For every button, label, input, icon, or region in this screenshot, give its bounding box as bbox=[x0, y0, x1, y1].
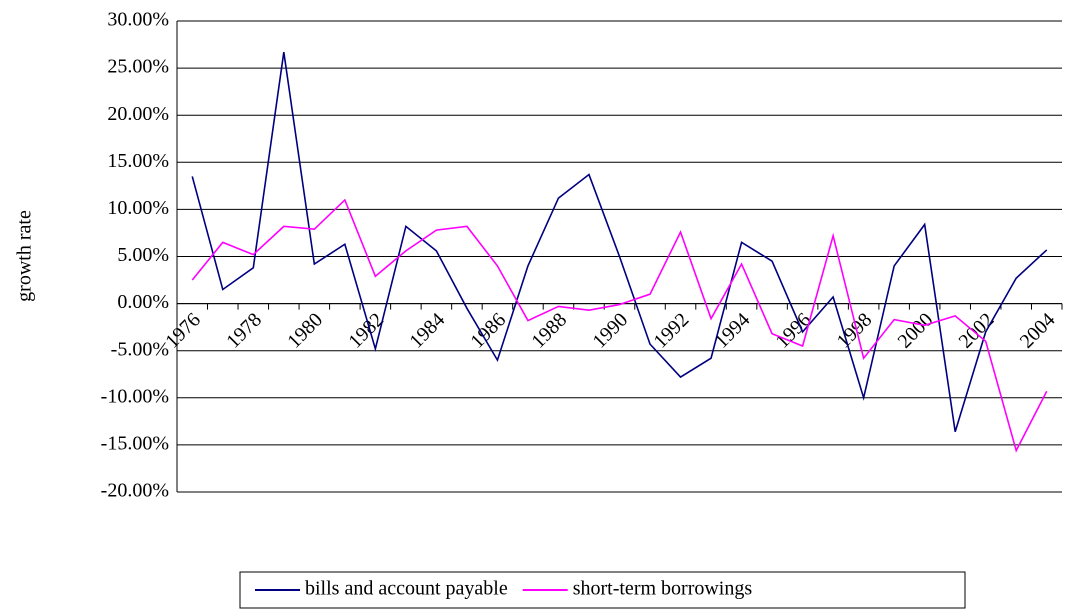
y-axis-title: growth rate bbox=[14, 210, 36, 302]
x-tick-label: 2000 bbox=[894, 309, 938, 353]
y-tick-label: -20.00% bbox=[101, 480, 169, 502]
series-line bbox=[191, 51, 1048, 432]
x-tick-label: 1988 bbox=[527, 309, 571, 353]
y-tick-label: 20.00% bbox=[107, 103, 169, 125]
x-tick-label: 1990 bbox=[588, 309, 632, 353]
y-tick-label: 15.00% bbox=[107, 150, 169, 172]
legend-label: short-term borrowings bbox=[573, 578, 753, 600]
y-tick-label: 0.00% bbox=[117, 291, 169, 313]
legend-box bbox=[239, 571, 966, 609]
y-tick-label: 5.00% bbox=[117, 244, 169, 266]
x-tick-label: 1980 bbox=[283, 309, 327, 353]
y-tick-label: -5.00% bbox=[111, 338, 169, 360]
x-tick-label: 1984 bbox=[405, 309, 449, 353]
series-line bbox=[191, 198, 1048, 453]
x-tick-label: 2002 bbox=[955, 309, 999, 353]
x-tick-label: 2004 bbox=[1016, 309, 1060, 353]
y-tick-label: 30.00% bbox=[107, 9, 169, 31]
y-tick-label: 10.00% bbox=[107, 197, 169, 219]
x-tick-label: 1994 bbox=[711, 309, 755, 353]
y-tick-label: -15.00% bbox=[101, 432, 169, 454]
y-tick-label: -10.00% bbox=[101, 385, 169, 407]
legend-label: bills and account payable bbox=[305, 578, 508, 600]
x-tick-label: 1978 bbox=[222, 309, 266, 353]
y-tick-label: 25.00% bbox=[107, 56, 169, 78]
x-tick-label: 1992 bbox=[649, 309, 693, 353]
x-tick-label: 1996 bbox=[772, 309, 816, 353]
